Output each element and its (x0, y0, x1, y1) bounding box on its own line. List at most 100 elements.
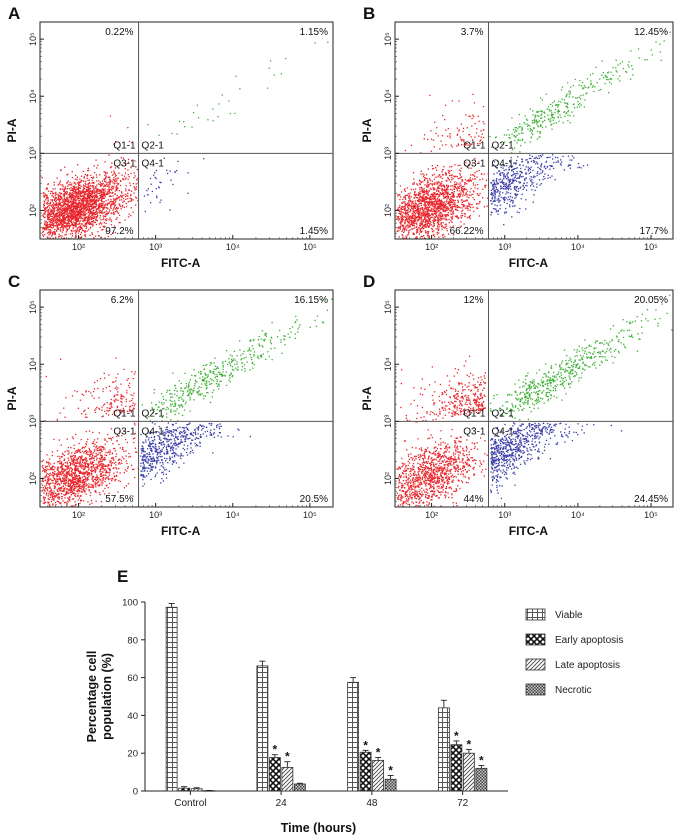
event-dot (110, 166, 113, 168)
event-dot (438, 232, 440, 234)
event-dot (551, 123, 553, 125)
event-dot (106, 203, 109, 205)
event-dot (121, 164, 123, 166)
event-dot (450, 206, 452, 209)
event-dot (414, 210, 416, 212)
event-dot (89, 221, 91, 224)
event-dot (515, 130, 518, 132)
event-dot (72, 227, 74, 230)
event-dot (447, 186, 450, 188)
event-dot (114, 204, 117, 206)
event-dot (102, 196, 104, 198)
event-dot (399, 196, 402, 198)
event-dot (52, 202, 54, 204)
event-dot (508, 180, 511, 182)
event-dot (44, 222, 46, 224)
event-dot (114, 193, 116, 195)
event-dot (74, 205, 76, 207)
event-dot (83, 220, 85, 222)
event-dot (441, 216, 444, 218)
event-dot (91, 191, 93, 193)
event-dot (600, 88, 602, 91)
event-dot (441, 144, 444, 146)
event-dot (564, 115, 566, 118)
event-dot (86, 207, 89, 210)
event-dot (462, 195, 464, 197)
event-dot (549, 118, 552, 120)
event-dot (595, 66, 597, 68)
event-dot (61, 197, 63, 199)
event-dot (75, 230, 78, 232)
event-dot (92, 190, 94, 192)
event-dot (83, 202, 85, 204)
event-dot (85, 202, 87, 205)
event-dot (54, 207, 56, 209)
event-dot (207, 119, 209, 121)
event-dot (436, 169, 438, 171)
event-dot (436, 207, 438, 209)
event-dot (68, 212, 70, 214)
event-dot (82, 190, 84, 192)
event-dot (44, 224, 47, 226)
event-dot (128, 176, 130, 178)
event-dot (58, 195, 60, 197)
event-dot (461, 176, 463, 178)
event-dot (88, 179, 90, 181)
event-dot (412, 202, 415, 205)
event-dot (424, 216, 426, 218)
event-dot (440, 182, 442, 185)
event-dot (425, 191, 427, 193)
event-dot (118, 190, 121, 192)
event-dot (77, 191, 79, 193)
event-dot (156, 196, 158, 199)
event-dot (115, 198, 117, 200)
event-dot (432, 216, 434, 218)
event-dot (107, 176, 109, 178)
event-dot (424, 203, 426, 205)
event-dot (580, 95, 582, 97)
event-dot (472, 193, 474, 195)
event-dot (451, 189, 453, 191)
event-dot (507, 199, 509, 201)
event-dot (119, 199, 121, 201)
event-dot (77, 214, 79, 217)
event-dot (458, 193, 460, 195)
event-dot (68, 196, 71, 198)
event-dot (268, 67, 270, 69)
event-dot (96, 474, 98, 476)
event-dot (542, 170, 544, 172)
event-dot (494, 189, 496, 191)
event-dot (513, 177, 515, 179)
event-dot (522, 188, 524, 190)
event-dot (121, 174, 123, 176)
y-tick-label: 10³ (383, 147, 393, 160)
event-dot (113, 448, 115, 450)
event-dot (456, 176, 458, 178)
event-dot (70, 194, 73, 197)
event-dot (596, 82, 598, 84)
event-dot (129, 197, 131, 199)
event-dot (104, 174, 106, 176)
event-dot (464, 183, 466, 186)
event-dot (470, 206, 472, 209)
event-dot (446, 196, 448, 198)
event-dot (580, 104, 582, 106)
event-dot (497, 189, 499, 192)
event-dot (584, 99, 586, 101)
event-dot (557, 109, 560, 111)
event-dot (608, 92, 610, 94)
event-dot (64, 465, 66, 467)
event-dot (115, 178, 117, 180)
event-dot (116, 217, 118, 219)
event-dot (537, 121, 539, 123)
event-dot (443, 195, 445, 198)
event-dot (50, 478, 52, 480)
event-dot (560, 159, 562, 161)
event-dot (436, 190, 438, 192)
event-dot (95, 186, 97, 188)
event-dot (409, 199, 411, 201)
event-dot (453, 200, 455, 202)
event-dot (432, 210, 434, 212)
event-dot (62, 227, 64, 229)
event-dot (441, 215, 443, 217)
